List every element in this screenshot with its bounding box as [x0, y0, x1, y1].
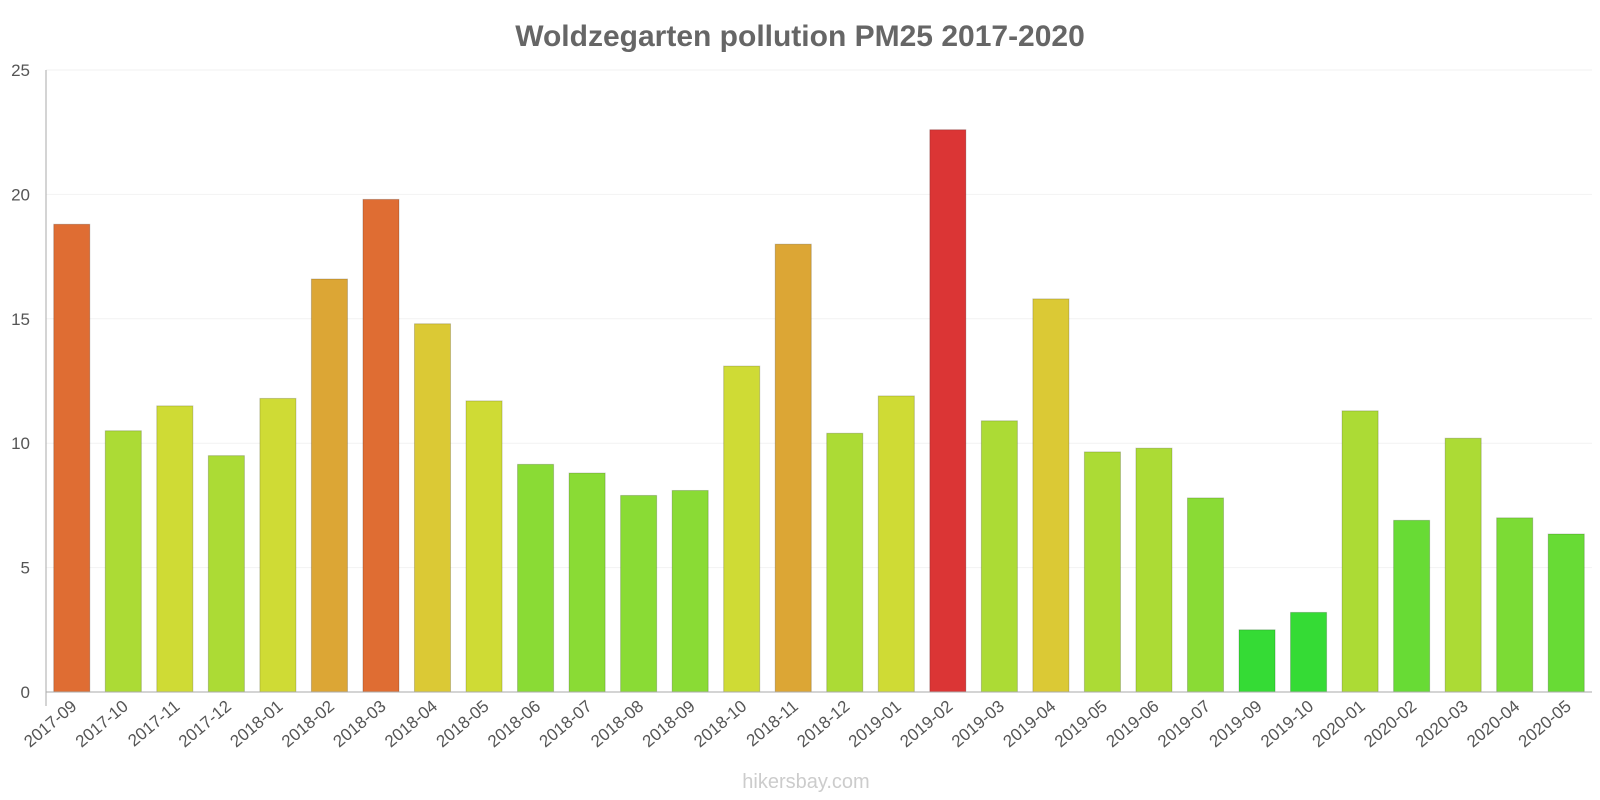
y-tick-label-10: 10 [11, 434, 30, 453]
bar-2017-12 [207, 455, 245, 693]
x-tick-label-2019-04: 2019-04 [999, 697, 1059, 752]
chart-title: Woldzegarten pollution PM25 2017-2020 [515, 20, 1085, 53]
x-tick-label-2018-03: 2018-03 [330, 697, 390, 752]
bar-2017-09 [53, 223, 91, 693]
x-tick-label-2017-09: 2017-09 [20, 697, 80, 752]
x-tick-label-2020-05: 2020-05 [1515, 697, 1575, 752]
bar-2020-05 [1547, 533, 1585, 693]
grid-lines [46, 69, 1592, 569]
x-tick-label-2019-03: 2019-03 [948, 697, 1008, 752]
bar-2019-09 [1238, 629, 1276, 693]
bar-2019-01 [877, 395, 915, 693]
x-tick-label-2018-08: 2018-08 [587, 697, 647, 752]
bar-2020-03 [1444, 437, 1482, 693]
bar-2020-02 [1393, 519, 1431, 693]
bar-2019-06 [1135, 447, 1173, 693]
y-tick-label-25: 25 [11, 61, 30, 80]
x-tick-label-2018-04: 2018-04 [381, 697, 441, 752]
x-tick-labels: 2017-092017-102017-112017-122018-012018-… [20, 697, 1574, 752]
x-tick-label-2020-04: 2020-04 [1463, 697, 1523, 752]
y-tick-labels: 0 5 10 15 20 25 [11, 61, 30, 702]
bar-2018-01 [259, 397, 297, 693]
bar-2018-12 [826, 432, 864, 693]
x-tick-label-2018-10: 2018-10 [690, 697, 750, 752]
x-tick-label-2020-01: 2020-01 [1309, 697, 1369, 752]
bar-2018-04 [413, 323, 452, 693]
bar-2018-06 [517, 463, 555, 693]
axes [45, 70, 1592, 706]
bar-2019-10 [1290, 611, 1328, 693]
x-tick-label-2019-02: 2019-02 [896, 697, 956, 752]
bar-2018-07 [568, 472, 606, 693]
x-tick-label-2019-01: 2019-01 [845, 697, 905, 752]
bar-2018-03 [362, 198, 400, 693]
bars [53, 129, 1585, 693]
x-tick-label-2017-10: 2017-10 [72, 697, 132, 752]
bar-2019-05 [1083, 451, 1121, 693]
x-tick-label-2018-06: 2018-06 [484, 697, 544, 752]
x-tick-label-2018-07: 2018-07 [536, 697, 596, 752]
bar-2019-04 [1032, 298, 1070, 693]
x-tick-label-2018-12: 2018-12 [793, 697, 853, 752]
bar-2019-02 [929, 129, 967, 693]
bar-2018-08 [620, 494, 658, 693]
x-tick-label-2018-09: 2018-09 [639, 697, 699, 752]
y-tick-label-20: 20 [11, 185, 30, 204]
bar-2017-11 [156, 405, 194, 693]
bar-2019-03 [980, 420, 1018, 693]
bar-2018-11 [774, 243, 812, 693]
x-tick-label-2020-02: 2020-02 [1360, 697, 1420, 752]
x-tick-label-2019-07: 2019-07 [1154, 697, 1214, 752]
x-tick-label-2018-02: 2018-02 [278, 697, 338, 752]
x-tick-label-2017-12: 2017-12 [175, 697, 235, 752]
watermark-text: hikersbay.com [742, 771, 869, 793]
x-tick-label-2018-11: 2018-11 [743, 697, 802, 751]
bar-2020-04 [1496, 517, 1534, 693]
y-tick-label-0: 0 [21, 683, 30, 702]
bar-2019-07 [1186, 497, 1225, 693]
x-tick-label-2019-10: 2019-10 [1257, 697, 1317, 752]
bar-2018-10 [723, 365, 761, 693]
y-tick-label-5: 5 [21, 559, 30, 578]
x-tick-label-2019-06: 2019-06 [1103, 697, 1163, 752]
x-tick-label-2019-05: 2019-05 [1051, 697, 1111, 752]
bar-2018-02 [310, 278, 348, 693]
bar-2018-09 [671, 489, 709, 693]
x-tick-label-2020-03: 2020-03 [1412, 697, 1472, 752]
x-tick-label-2017-11: 2017-11 [124, 697, 183, 751]
x-tick-label-2018-05: 2018-05 [433, 697, 493, 752]
y-tick-label-15: 15 [11, 310, 30, 329]
bar-2020-01 [1341, 410, 1379, 693]
x-tick-label-2018-01: 2018-01 [226, 697, 286, 752]
bar-2018-05 [465, 400, 503, 693]
x-tick-label-2019-09: 2019-09 [1206, 697, 1266, 752]
bar-2017-10 [104, 430, 142, 693]
